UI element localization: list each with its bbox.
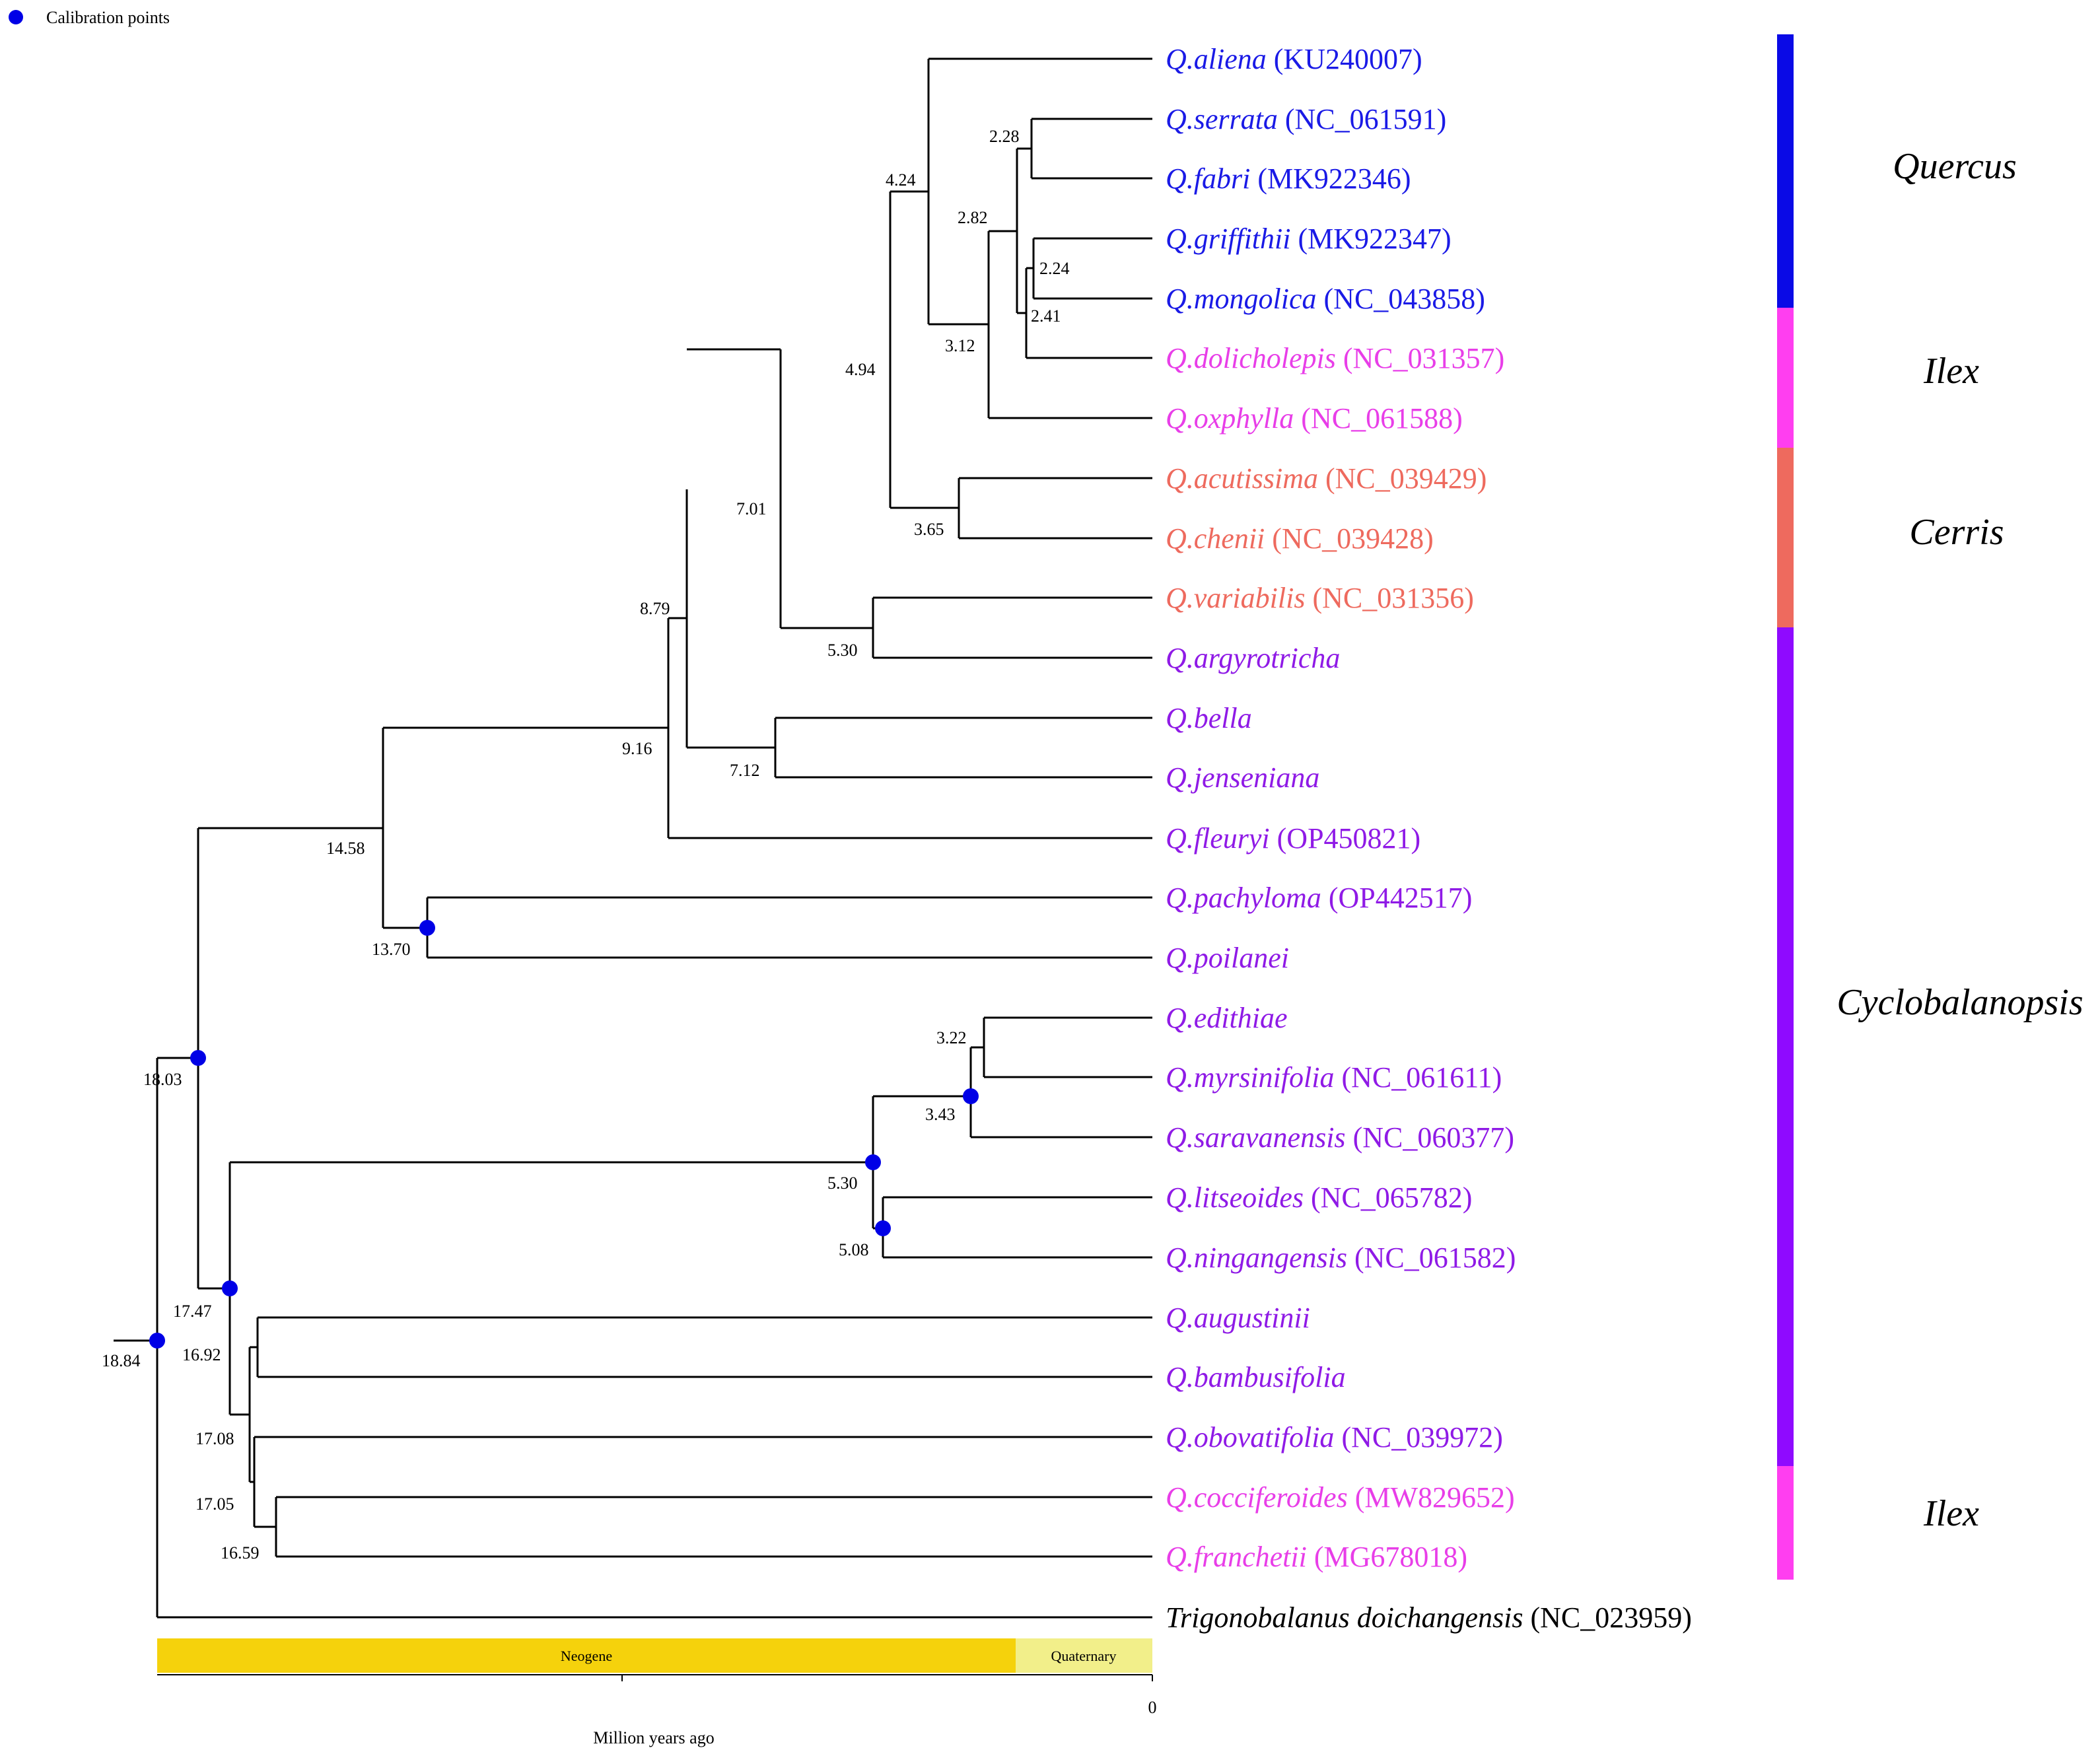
- node-age-label: 16.59: [221, 1543, 260, 1562]
- time-axis-title: Million years ago: [593, 1728, 714, 1747]
- node-age-label: 2.28: [989, 127, 1020, 146]
- time-axis-zero-label: 0: [1148, 1698, 1157, 1717]
- clade-bar: [1777, 308, 1794, 448]
- period-quaternary-label: Quaternary: [1051, 1648, 1117, 1664]
- taxon-label: Q.chenii (NC_039428): [1166, 522, 1434, 555]
- taxon-label: Q.cocciferoides (MW829652): [1166, 1481, 1515, 1514]
- node-age-label: 2.24: [1039, 259, 1070, 278]
- clade-name-ilex: Ilex: [1923, 1493, 1979, 1534]
- taxon-label: Q.fabri (MK922346): [1166, 162, 1411, 195]
- taxon-label: Q.bambusifolia: [1166, 1361, 1346, 1393]
- calibration-point: [222, 1280, 238, 1296]
- taxon-label: Q.oxphylla (NC_061588): [1166, 402, 1463, 435]
- node-age-label: 3.65: [914, 520, 944, 539]
- clade-bar: [1777, 448, 1794, 627]
- legend-calibration-label: Calibration points: [46, 8, 170, 27]
- legend: Calibration points: [9, 8, 170, 27]
- clade-bar: [1777, 627, 1794, 1466]
- node-age-label: 17.05: [195, 1494, 234, 1514]
- taxon-label: Q.argyrotricha: [1166, 642, 1340, 674]
- node-age-label: 18.84: [102, 1351, 141, 1370]
- calibration-point: [963, 1088, 979, 1104]
- legend-calibration-marker: [9, 10, 23, 24]
- node-age-label: 2.82: [958, 208, 988, 227]
- taxon-label: Trigonobalanus doichangensis (NC_023959): [1166, 1601, 1692, 1634]
- node-age-label: 17.47: [173, 1302, 212, 1321]
- period-neogene-label: Neogene: [561, 1648, 612, 1664]
- tree-branches: [114, 57, 1152, 1619]
- node-age-label: 5.30: [827, 1174, 858, 1193]
- calibration-point: [149, 1333, 165, 1349]
- taxon-label: Q.franchetii (MG678018): [1166, 1541, 1467, 1573]
- taxon-label: Q.obovatifolia (NC_039972): [1166, 1421, 1503, 1454]
- node-age-label: 3.43: [925, 1105, 956, 1124]
- taxon-label: Q.acutissima (NC_039429): [1166, 462, 1487, 495]
- clade-bars: [1777, 34, 1794, 1580]
- taxon-label: Q.saravanensis (NC_060377): [1166, 1121, 1514, 1154]
- clade-name-quercus: Quercus: [1893, 146, 2017, 187]
- clade-name-cyclobalanopsis: Cyclobalanopsis: [1837, 982, 2083, 1023]
- taxon-label: Q.myrsinifolia (NC_061611): [1166, 1061, 1502, 1094]
- node-age-labels: 2.28 2.24 2.41 2.82 3.12 4.24 3.65 4.94 …: [102, 127, 1070, 1562]
- timescale: Neogene Quaternary 0 Million years ago: [157, 1638, 1157, 1747]
- taxon-label: Q.litseoides (NC_065782): [1166, 1181, 1472, 1214]
- clade-bar: [1777, 34, 1794, 308]
- taxon-label: Q.bella: [1166, 702, 1252, 734]
- taxon-label: Q.jenseniana: [1166, 761, 1319, 794]
- node-age-label: 5.08: [839, 1240, 869, 1259]
- taxon-label: Q.augustinii: [1166, 1302, 1310, 1334]
- taxon-label: Q.pachyloma (OP442517): [1166, 882, 1472, 914]
- node-age-label: 14.58: [326, 839, 365, 858]
- clade-name-ilex: Ilex: [1923, 351, 1979, 392]
- calibration-point: [875, 1220, 891, 1236]
- node-age-label: 8.79: [640, 599, 670, 618]
- period-neogene: [157, 1638, 1016, 1673]
- node-age-label: 13.70: [372, 940, 411, 959]
- clade-bar: [1777, 1466, 1794, 1580]
- node-age-label: 4.94: [845, 360, 876, 379]
- node-age-label: 16.92: [182, 1345, 221, 1364]
- taxon-label: Q.aliena (KU240007): [1166, 43, 1422, 75]
- taxon-label: Q.serrata (NC_061591): [1166, 103, 1446, 135]
- node-age-label: 7.01: [736, 499, 767, 518]
- taxon-labels: Q.aliena (KU240007) Q.serrata (NC_061591…: [1166, 43, 1692, 1634]
- taxon-label: Q.edithiae: [1166, 1002, 1288, 1034]
- calibration-point: [190, 1050, 206, 1066]
- node-age-label: 3.12: [945, 336, 975, 355]
- calibration-points: [149, 920, 979, 1349]
- taxon-label: Q.mongolica (NC_043858): [1166, 283, 1485, 315]
- taxon-label: Q.ningangensis (NC_061582): [1166, 1242, 1516, 1274]
- node-age-label: 17.08: [195, 1429, 234, 1448]
- calibration-point: [419, 920, 435, 936]
- taxon-label: Q.dolicholepis (NC_031357): [1166, 342, 1504, 374]
- node-age-label: 4.24: [886, 170, 916, 190]
- calibration-point: [865, 1154, 881, 1170]
- clade-name-cerris: Cerris: [1909, 512, 2004, 553]
- node-age-label: 9.16: [622, 739, 652, 758]
- period-quaternary: [1016, 1638, 1152, 1673]
- node-age-label: 5.30: [827, 641, 858, 660]
- node-age-label: 3.22: [936, 1028, 967, 1047]
- taxon-label: Q.fleuryi (OP450821): [1166, 822, 1420, 855]
- node-age-label: 2.41: [1031, 306, 1061, 326]
- taxon-label: Q.variabilis (NC_031356): [1166, 582, 1474, 614]
- taxon-label: Q.poilanei: [1166, 942, 1289, 974]
- node-age-label: 18.03: [143, 1070, 182, 1089]
- node-age-label: 7.12: [730, 761, 760, 780]
- taxon-label: Q.griffithii (MK922347): [1166, 223, 1452, 255]
- clade-names: Quercus Ilex Cerris Cyclobalanopsis Ilex: [1837, 146, 2083, 1534]
